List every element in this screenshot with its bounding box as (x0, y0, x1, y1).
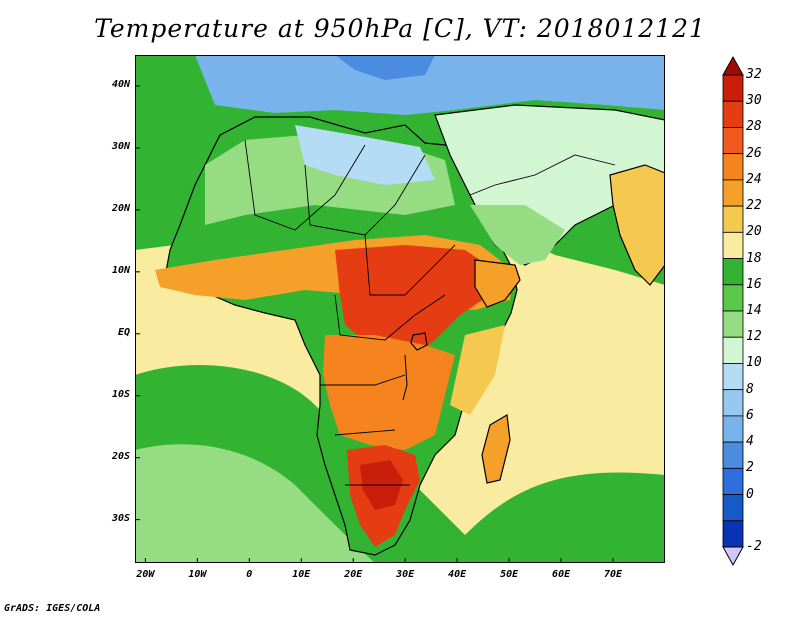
europe-cold-zone (195, 55, 665, 115)
lat-label: 20N (111, 202, 130, 214)
colorbar-swatch (722, 467, 744, 495)
colorbar-level-label: 32 (746, 67, 762, 82)
lon-label: 40E (448, 569, 467, 580)
colorbar-swatch (722, 494, 744, 522)
libya-egypt-cool-zone (295, 125, 435, 185)
colorbar-level-label: 22 (746, 198, 762, 214)
temperature-map (135, 55, 665, 563)
colorbar-swatch (722, 205, 744, 233)
colorbar-level-label: 14 (746, 303, 762, 318)
colorbar-swatch (722, 415, 744, 443)
europe-very-cold-zone (335, 55, 435, 80)
central-africa-hot-zone (335, 245, 495, 355)
lat-label: 20S (111, 450, 130, 462)
lake-tanganyika (402, 354, 408, 401)
axis-ticks (135, 85, 614, 563)
lat-label: 40N (111, 78, 130, 90)
colorbar-swatch (722, 336, 744, 364)
colorbar-swatch (722, 153, 744, 181)
map-title: Temperature at 950hPa [C], VT: 201801212… (94, 14, 706, 43)
southern-light-band (135, 444, 375, 563)
lat-label: 30S (111, 512, 130, 524)
lat-label: 10N (111, 264, 130, 276)
east-africa-cool-zone (450, 325, 505, 415)
colorbar-level-label: 20 (746, 224, 762, 240)
colorbar-level-label: 8 (746, 381, 754, 397)
lon-label: 0 (246, 569, 253, 580)
lon-label: 60E (552, 569, 571, 580)
colorbar-level-label: 4 (746, 434, 754, 450)
colorbar-over-arrow (722, 55, 744, 76)
colorbar-swatch (722, 258, 744, 286)
colorbar-swatch (722, 100, 744, 128)
colorbar-swatch (722, 363, 744, 391)
lon-label: 20W (136, 569, 155, 580)
lat-label: 10S (111, 388, 130, 400)
india-land (609, 164, 665, 286)
lon-label: 70E (604, 569, 623, 580)
colorbar-level-label: 6 (746, 407, 754, 423)
horn-of-africa-land (474, 259, 521, 308)
lat-label: 30N (111, 140, 130, 152)
lon-label: 10W (188, 569, 207, 580)
colorbar-level-label: 10 (746, 355, 762, 371)
colorbar-swatch (722, 127, 744, 155)
colorbar (722, 55, 744, 567)
colorbar-swatch (722, 389, 744, 417)
grads-credit: GrADS: IGES/COLA (4, 603, 101, 614)
colorbar-level-label: 24 (746, 171, 762, 187)
lon-label: 20E (344, 569, 363, 580)
colorbar-level-label: -2 (746, 539, 762, 554)
arabia-warm-zone (470, 205, 565, 265)
colorbar-level-label: 2 (746, 460, 754, 476)
colorbar-swatch (722, 284, 744, 312)
map-frame (135, 55, 665, 563)
colorbar-level-label: 0 (746, 486, 754, 502)
colorbar-under-arrow (722, 546, 744, 567)
lat-label: EQ (117, 326, 130, 338)
lake-victoria (410, 332, 428, 351)
congo-warm-zone (323, 335, 455, 450)
colorbar-level-label: 26 (746, 145, 762, 161)
lon-label: 30E (396, 569, 415, 580)
colorbar-swatch (722, 310, 744, 338)
colorbar-level-label: 18 (746, 250, 762, 266)
colorbar-swatch (722, 74, 744, 102)
colorbar-swatch (722, 520, 744, 548)
colorbar-level-label: 16 (746, 276, 762, 292)
border-lines (244, 139, 616, 486)
madagascar-land (481, 414, 511, 484)
colorbar-swatch (722, 231, 744, 259)
colorbar-level-label: 28 (746, 119, 762, 135)
colorbar-swatch (722, 179, 744, 207)
colorbar-swatch (722, 441, 744, 469)
lon-label: 50E (500, 569, 519, 580)
lon-label: 10E (292, 569, 311, 580)
colorbar-level-label: 30 (746, 93, 762, 109)
colorbar-level-label: 12 (746, 329, 762, 345)
